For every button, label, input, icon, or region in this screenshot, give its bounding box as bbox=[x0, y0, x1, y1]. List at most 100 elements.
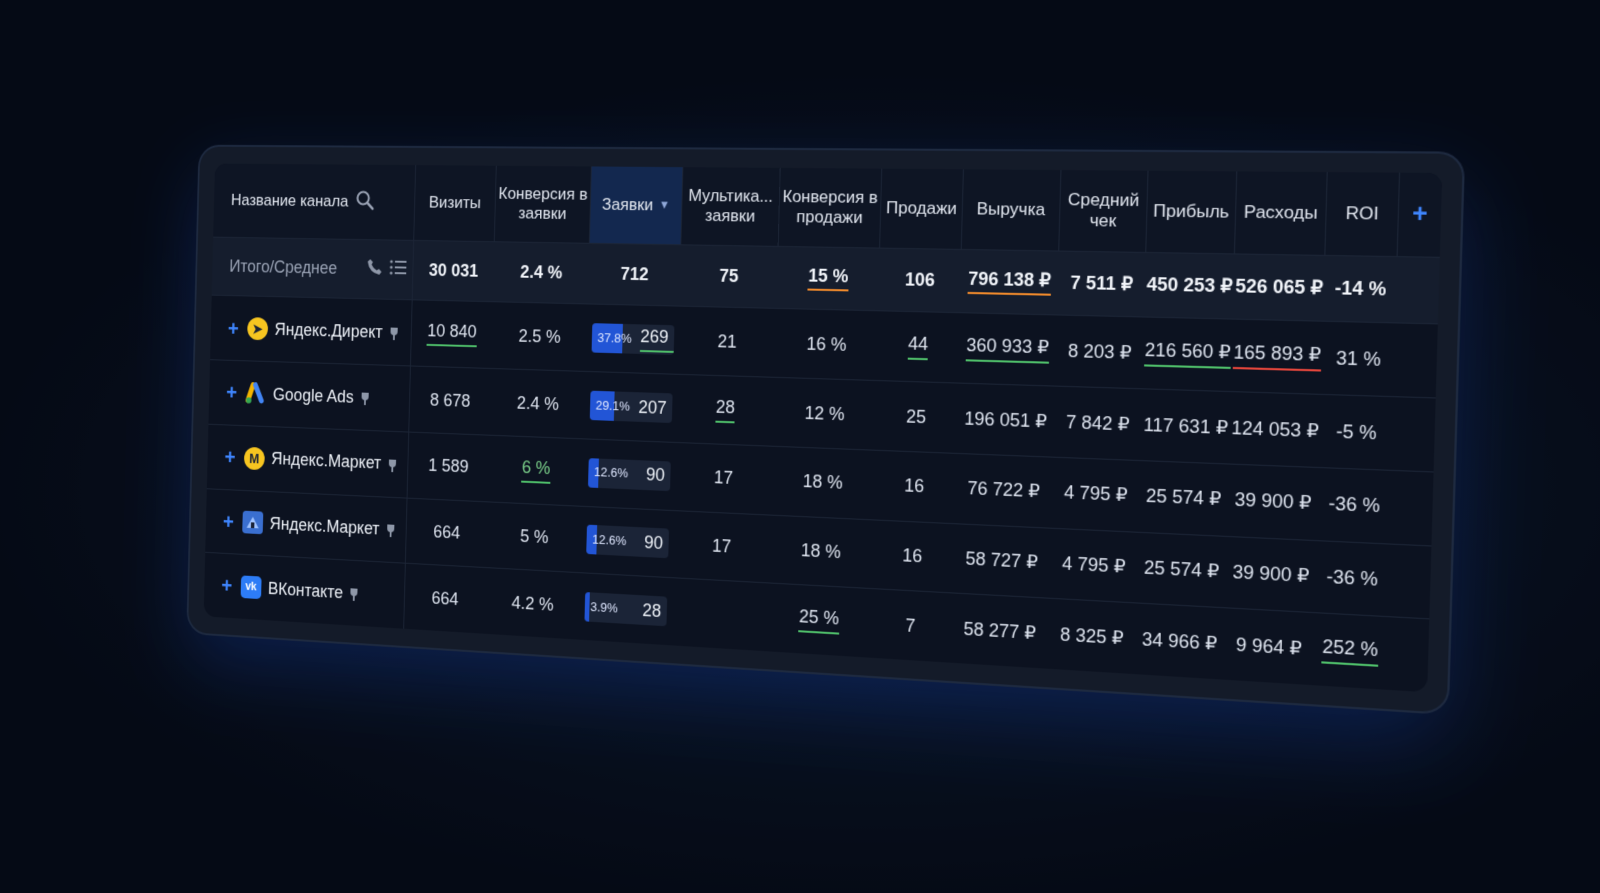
conversion-sales: 18 % bbox=[770, 515, 873, 588]
column-requests-label: Заявки bbox=[602, 195, 654, 215]
requests-share-bar[interactable]: 12.6% 90 bbox=[588, 458, 671, 491]
requests-value: 90 bbox=[646, 465, 671, 486]
expand-plus-icon[interactable]: + bbox=[221, 574, 233, 598]
roi-cell: 252 % bbox=[1313, 614, 1387, 690]
total-visits: 30 031 bbox=[413, 241, 495, 302]
expand-plus-icon[interactable]: + bbox=[223, 509, 235, 533]
column-roi[interactable]: ROI bbox=[1325, 172, 1400, 256]
channel-name[interactable]: Яндекс.Маркет bbox=[271, 449, 381, 473]
column-revenue[interactable]: Выручка bbox=[962, 169, 1062, 250]
plug-icon[interactable] bbox=[389, 325, 398, 341]
total-roi: -14 % bbox=[1324, 256, 1398, 323]
profit-value[interactable]: 216 560 ₽ bbox=[1144, 340, 1231, 369]
expand-plus-icon[interactable]: + bbox=[224, 445, 236, 469]
plug-icon[interactable] bbox=[360, 390, 369, 406]
plug-icon[interactable] bbox=[388, 456, 397, 472]
roi: 31 % bbox=[1321, 322, 1395, 396]
costs: 39 900 ₽ bbox=[1225, 536, 1317, 612]
requests-share-bar[interactable]: 37.8% 269 bbox=[592, 323, 675, 355]
total-revenue: 796 138 ₽ bbox=[968, 268, 1052, 296]
revenue-cell: 360 933 ₽ bbox=[958, 314, 1057, 386]
multichannel-requests-cell: 28 bbox=[676, 375, 775, 446]
roi[interactable]: 252 % bbox=[1322, 636, 1379, 667]
revenue: 76 722 ₽ bbox=[954, 454, 1053, 528]
conversion-sales: 18 % bbox=[771, 447, 874, 519]
phone-icon[interactable] bbox=[367, 258, 383, 280]
roi: -36 % bbox=[1315, 541, 1389, 617]
sales: 7 bbox=[869, 589, 952, 662]
conversion-requests-cell: 6 % bbox=[488, 436, 585, 506]
requests-share: 3.9% bbox=[585, 600, 618, 617]
column-visits[interactable]: Визиты bbox=[414, 165, 497, 241]
requests-value: 90 bbox=[644, 532, 669, 554]
channel-cell: + ➤ Яндекс.Директ bbox=[210, 296, 412, 366]
column-sales[interactable]: Продажи bbox=[880, 169, 964, 249]
column-requests[interactable]: Заявки ▼ bbox=[590, 166, 684, 244]
costs: 124 053 ₽ bbox=[1229, 392, 1321, 467]
expand-plus-icon[interactable]: + bbox=[226, 381, 238, 405]
total-conversion-sales: 15 % bbox=[808, 265, 849, 292]
totals-label: Итого/Среднее bbox=[229, 257, 337, 279]
profit: 25 574 ₽ bbox=[1138, 461, 1229, 536]
empty-cell bbox=[1389, 471, 1433, 545]
conversion-requests[interactable]: 6 % bbox=[522, 457, 551, 483]
channel-name[interactable]: Яндекс.Маркет bbox=[269, 514, 379, 539]
requests-value: 207 bbox=[638, 397, 672, 419]
requests-cell: 3.9% 28 bbox=[579, 574, 672, 646]
channel-cell: + Google Ads bbox=[208, 360, 410, 431]
list-icon[interactable] bbox=[389, 259, 407, 281]
requests-share-bar[interactable]: 3.9% 28 bbox=[584, 592, 667, 626]
column-multichannel-requests[interactable]: Мультика... заявки bbox=[681, 167, 780, 245]
channel-cell: + M Яндекс.Маркет bbox=[207, 425, 409, 498]
channel-name[interactable]: Google Ads bbox=[273, 384, 354, 406]
requests-share-bar[interactable]: 12.6% 90 bbox=[586, 525, 669, 559]
conversion-requests: 2.5 % bbox=[491, 303, 588, 371]
plug-icon[interactable] bbox=[386, 522, 395, 538]
channels-table: Название канала Визиты Конверсия в заявк… bbox=[204, 164, 1443, 693]
multichannel-requests: 17 bbox=[672, 511, 771, 583]
sort-desc-icon: ▼ bbox=[659, 198, 671, 212]
conversion-sales: 12 % bbox=[773, 378, 876, 450]
search-icon[interactable] bbox=[355, 189, 375, 215]
visits: 664 bbox=[406, 498, 488, 567]
revenue-value[interactable]: 360 933 ₽ bbox=[966, 335, 1049, 364]
requests-cell: 12.6% 90 bbox=[583, 439, 676, 509]
empty-cell bbox=[1385, 617, 1429, 692]
total-sales: 106 bbox=[878, 248, 961, 312]
requests-share-bar[interactable]: 29.1% 207 bbox=[590, 391, 673, 423]
plug-icon[interactable] bbox=[350, 586, 359, 602]
channel-name[interactable]: Яндекс.Директ bbox=[274, 320, 382, 343]
totals-label-cell: Итого/Среднее bbox=[212, 237, 414, 299]
channel-name-header[interactable]: Название канала bbox=[213, 164, 416, 240]
conversion-sales: 16 % bbox=[775, 309, 878, 380]
column-conversion-requests[interactable]: Конверсия в заявки bbox=[495, 166, 592, 243]
conversion-sales[interactable]: 25 % bbox=[799, 606, 840, 634]
column-conversion-sales[interactable]: Конверсия в продажи bbox=[779, 168, 883, 247]
expand-plus-icon[interactable]: + bbox=[228, 316, 240, 340]
requests-share: 37.8% bbox=[592, 331, 632, 347]
google-ads-icon bbox=[245, 382, 266, 405]
requests-value: 269 bbox=[640, 327, 675, 353]
roi: -36 % bbox=[1317, 468, 1391, 543]
average-check: 8 325 ₽ bbox=[1048, 599, 1137, 674]
empty-cell bbox=[1396, 257, 1440, 324]
add-column-button[interactable]: + bbox=[1398, 173, 1443, 257]
plus-icon: + bbox=[1412, 200, 1428, 230]
sales-value[interactable]: 44 bbox=[908, 334, 929, 361]
multichannel-requests[interactable]: 28 bbox=[715, 397, 735, 423]
channel-name-label: Название канала bbox=[231, 191, 349, 211]
conversion-sales-cell: 25 % bbox=[768, 584, 871, 658]
column-profit[interactable]: Прибыль bbox=[1146, 171, 1237, 253]
costs-value[interactable]: 165 893 ₽ bbox=[1233, 342, 1321, 372]
column-average-check[interactable]: Средний чек bbox=[1059, 170, 1148, 252]
total-requests: 712 bbox=[588, 243, 681, 306]
total-costs: 526 065 ₽ bbox=[1233, 254, 1325, 321]
channel-name[interactable]: ВКонтакте bbox=[268, 579, 343, 603]
visits: 664 bbox=[404, 564, 486, 634]
column-costs[interactable]: Расходы bbox=[1235, 171, 1328, 254]
visits-value[interactable]: 10 840 bbox=[427, 321, 477, 347]
yandex-market-icon: M bbox=[244, 447, 265, 470]
visits: 8 678 bbox=[409, 367, 491, 435]
requests-cell: 29.1% 207 bbox=[585, 372, 678, 442]
costs: 39 900 ₽ bbox=[1227, 464, 1319, 539]
